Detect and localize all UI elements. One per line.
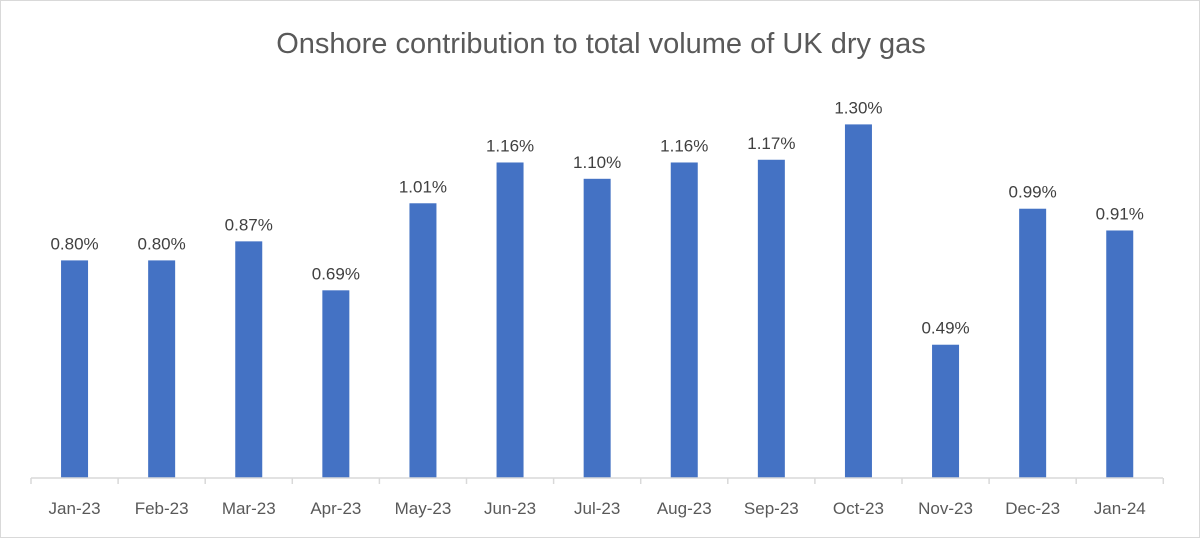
data-label: 1.16%	[660, 136, 708, 155]
x-tick-label: Jan-23	[49, 499, 101, 518]
bar-may-23	[409, 203, 437, 478]
x-tick-label: Nov-23	[918, 499, 973, 518]
x-tick-label: Aug-23	[657, 499, 712, 518]
x-tick-label: Feb-23	[135, 499, 189, 518]
bar-mar-23	[235, 241, 263, 478]
data-label: 1.16%	[486, 136, 534, 155]
data-label: 0.91%	[1096, 204, 1144, 223]
data-label: 1.10%	[573, 153, 621, 172]
x-tick-label: Jun-23	[484, 499, 536, 518]
bar-nov-23	[932, 344, 960, 478]
data-label: 0.80%	[50, 234, 98, 253]
bar-apr-23	[322, 290, 350, 478]
x-tick-label: Jan-24	[1094, 499, 1146, 518]
chart-title: Onshore contribution to total volume of …	[276, 28, 926, 60]
data-label: 1.17%	[747, 134, 795, 153]
x-tick-label: Jul-23	[574, 499, 620, 518]
data-label: 1.01%	[399, 177, 447, 196]
bar-oct-23	[844, 124, 872, 479]
data-label: 0.80%	[138, 234, 186, 253]
x-tick-label: Mar-23	[222, 499, 276, 518]
bar-jun-23	[496, 162, 524, 479]
data-label: 0.99%	[1009, 183, 1057, 202]
data-label: 0.87%	[225, 215, 273, 234]
x-tick-label: Sep-23	[744, 499, 799, 518]
bar-jan-24	[1106, 230, 1134, 478]
bar-jan-23	[61, 260, 89, 478]
x-tick-label: Dec-23	[1005, 499, 1060, 518]
data-label: 1.30%	[834, 98, 882, 117]
x-tick-label: May-23	[395, 499, 452, 518]
bar-sep-23	[757, 159, 785, 478]
bar-jul-23	[583, 178, 611, 479]
bar-aug-23	[670, 162, 698, 479]
data-label: 0.69%	[312, 264, 360, 283]
bar-feb-23	[148, 260, 176, 478]
data-label: 0.49%	[921, 319, 969, 338]
bar-dec-23	[1019, 208, 1047, 478]
x-tick-label: Apr-23	[310, 499, 361, 518]
x-tick-label: Oct-23	[833, 499, 884, 518]
